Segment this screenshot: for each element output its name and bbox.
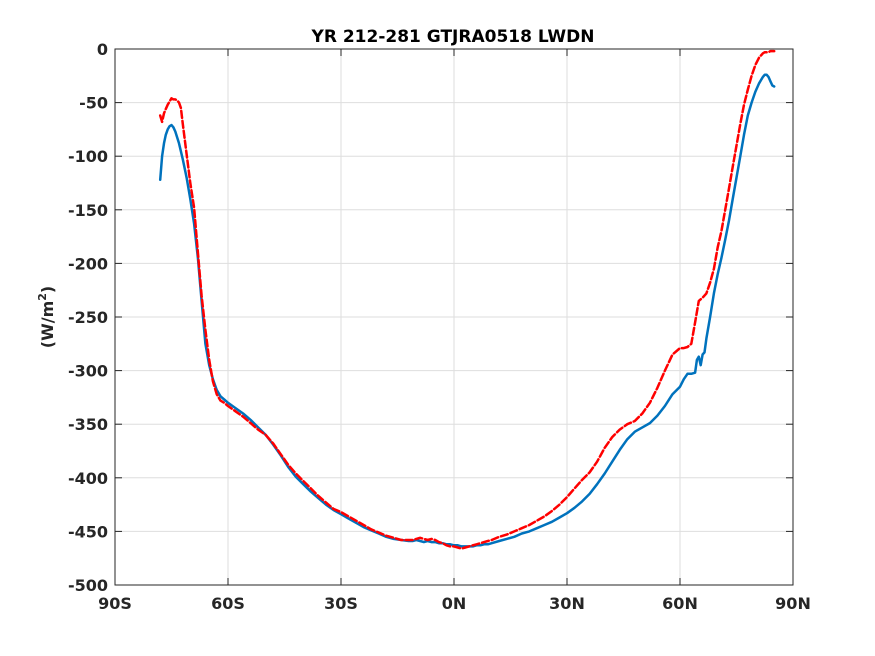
x-tick-label: 90N	[775, 594, 811, 613]
y-tick-label: -50	[79, 94, 108, 113]
y-axis-label-superscript: 2	[36, 293, 49, 301]
y-tick-label: 0	[97, 40, 108, 59]
y-axis-label-close: )	[38, 286, 57, 293]
y-axis-label-main: (W/m	[38, 301, 57, 348]
y-axis-label: (W/m2)	[36, 286, 57, 348]
y-tick-label: -200	[68, 254, 108, 273]
chart-title: YR 212-281 GTJRA0518 LWDN	[311, 27, 595, 47]
y-tick-label: -300	[68, 362, 108, 381]
y-tick-label: -400	[68, 469, 108, 488]
grid	[114, 48, 794, 586]
x-tick-label: 90S	[98, 594, 132, 613]
y-tick-label: -150	[68, 201, 108, 220]
y-tick-label: -250	[68, 308, 108, 327]
series-layer	[158, 49, 776, 550]
x-tick-label: 30N	[549, 594, 585, 613]
x-tick-label: 30S	[324, 594, 358, 613]
y-tick-label: -350	[68, 415, 108, 434]
ticks: 90S 60S 30S 0N 30N 60N 90N 0 -50 -100 -150 -200 -250…	[68, 40, 811, 613]
y-tick-label: -500	[68, 576, 108, 595]
x-tick-label: 60S	[211, 594, 245, 613]
x-tick-label: 0N	[442, 594, 467, 613]
series-line-2	[158, 49, 776, 550]
series-line-1	[158, 73, 776, 548]
x-tick-label: 60N	[662, 594, 698, 613]
y-tick-label: -100	[68, 147, 108, 166]
y-tick-label: -450	[68, 522, 108, 541]
